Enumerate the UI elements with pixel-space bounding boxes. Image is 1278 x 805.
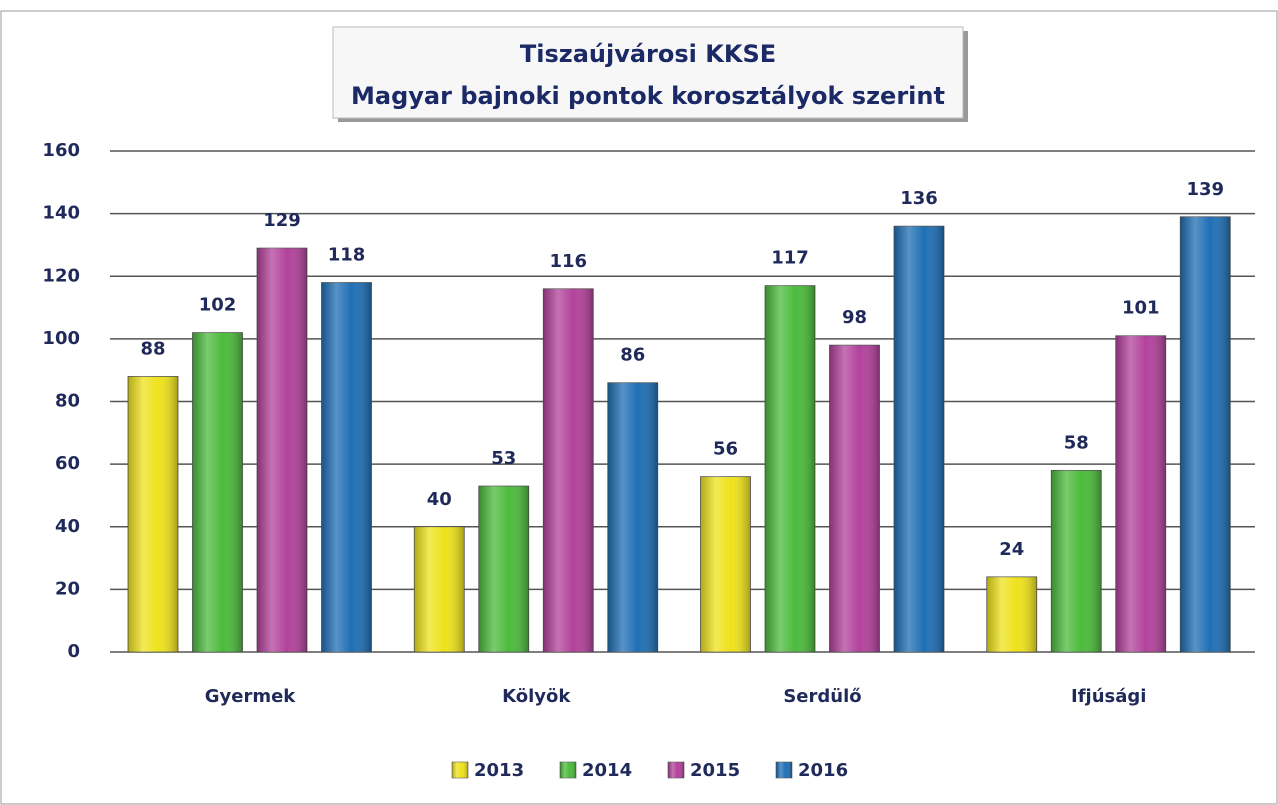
data-label: 116 [549, 251, 587, 272]
legend-label: 2016 [798, 760, 848, 781]
data-label: 53 [491, 448, 516, 469]
bar-shade [829, 345, 880, 652]
y-tick-label: 80 [55, 391, 80, 412]
data-label: 102 [199, 295, 237, 316]
data-label: 56 [713, 439, 738, 460]
bar-shade [543, 288, 594, 652]
data-label: 139 [1186, 179, 1224, 200]
data-label: 117 [771, 248, 809, 269]
bar-shade [257, 248, 307, 652]
y-tick-label: 40 [55, 516, 80, 537]
data-label: 24 [999, 539, 1024, 560]
bar-shade [414, 526, 465, 652]
data-label: 129 [263, 210, 301, 231]
y-tick-label: 60 [55, 453, 80, 474]
data-label: 88 [140, 338, 165, 359]
data-label: 86 [620, 345, 645, 366]
bar-shade [765, 285, 815, 652]
bar-shade [607, 382, 658, 652]
data-label: 58 [1064, 432, 1089, 453]
y-tick-label: 20 [55, 578, 80, 599]
x-tick-label: Gyermek [205, 686, 297, 707]
data-label: 118 [328, 245, 366, 266]
legend-label: 2014 [582, 760, 632, 781]
legend-swatch-shade [776, 762, 792, 778]
bar-shade [1180, 216, 1231, 652]
legend-swatch-shade [560, 762, 576, 778]
y-tick-label: 0 [67, 641, 80, 662]
bar-shade [700, 476, 751, 652]
y-tick-label: 100 [42, 328, 80, 349]
x-tick-label: Ifjúsági [1071, 686, 1146, 707]
data-label: 98 [842, 307, 867, 328]
bar-shade [192, 332, 243, 652]
bar-shade [894, 226, 944, 652]
legend-label: 2013 [474, 760, 524, 781]
bar-shade [321, 282, 372, 652]
legend-swatch-shade [668, 762, 684, 778]
y-tick-label: 160 [42, 140, 80, 161]
bar-shade [1115, 335, 1166, 652]
chart-title: Tiszaújvárosi KKSE [520, 40, 776, 68]
data-label: 40 [427, 489, 452, 510]
chart-subtitle: Magyar bajnoki pontok korosztályok szeri… [351, 82, 945, 110]
bar-shade [986, 576, 1037, 652]
y-tick-label: 140 [42, 203, 80, 224]
bar-shade [1051, 470, 1102, 652]
y-tick-label: 120 [42, 265, 80, 286]
data-label: 101 [1122, 298, 1160, 319]
legend-swatch-shade [452, 762, 468, 778]
bar-shade [478, 486, 529, 652]
legend-label: 2015 [690, 760, 740, 781]
title-box [332, 26, 964, 119]
x-tick-label: Serdülő [783, 686, 861, 707]
data-label: 136 [900, 188, 938, 209]
x-tick-label: Kölyök [502, 686, 571, 707]
bar-shade [128, 376, 178, 652]
